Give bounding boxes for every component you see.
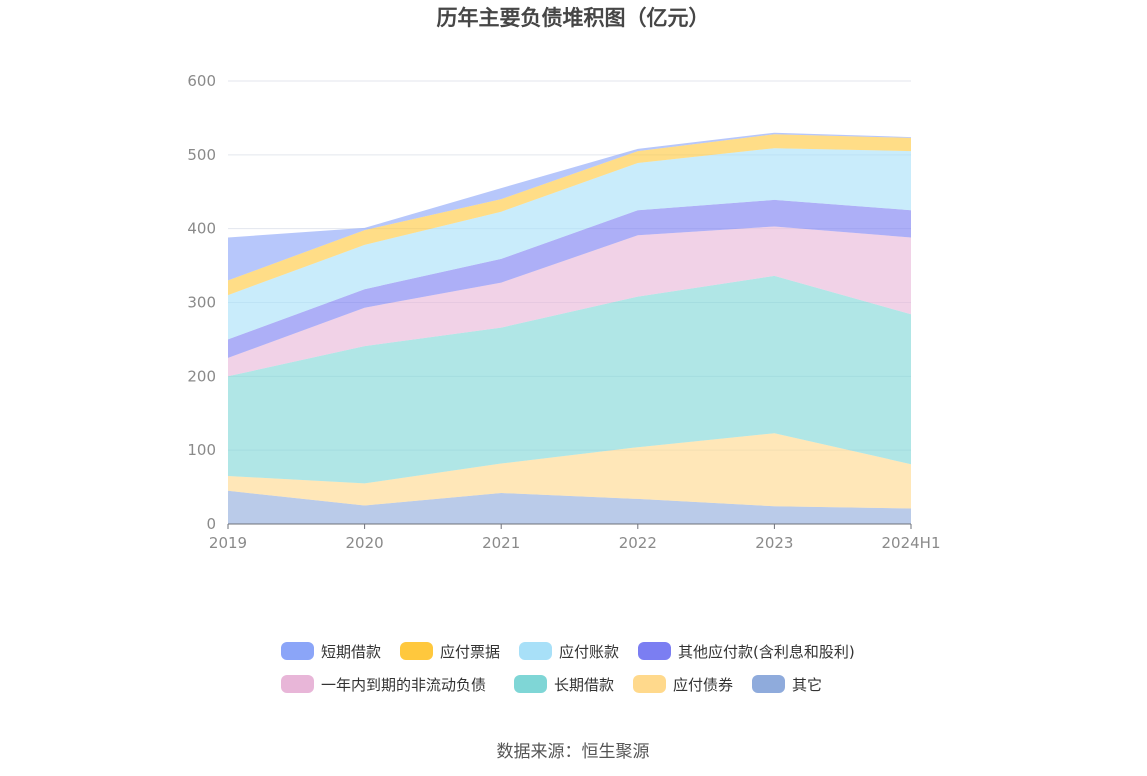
legend-swatch [752, 675, 785, 693]
legend-label: 应付账款 [559, 643, 619, 661]
area-其他应付款(含利息和股利) [228, 199, 911, 358]
legend-label: 其它 [792, 676, 822, 694]
legend-item[interactable]: 其它 [752, 675, 822, 694]
legend: 短期借款 应付票据 应付账款 其他应付款(含利息和股利) 一年内到期的非流动负债 长期借款… [281, 642, 855, 694]
area-长期借款 [228, 275, 911, 484]
legend-item[interactable]: 短期借款 [281, 642, 381, 661]
legend-swatch [633, 675, 666, 693]
x-tick-label: 2022 [619, 534, 657, 552]
x-tick-label: 2021 [482, 534, 520, 552]
legend-label: 应付债券 [673, 676, 733, 694]
y-tick-label: 100 [187, 441, 216, 459]
legend-item[interactable]: 应付票据 [400, 642, 500, 661]
x-tick-label: 2019 [209, 534, 247, 552]
legend-swatch [400, 642, 433, 660]
area-其它 [228, 490, 911, 524]
chart-title: 历年主要负债堆积图（亿元） [437, 6, 710, 30]
legend-label: 其他应付款(含利息和股利) [678, 643, 855, 661]
axes: 2019 2020 2021 2022 2023 2024H1 [209, 523, 941, 552]
x-tick-label: 2020 [346, 534, 384, 552]
legend-swatch [519, 642, 552, 660]
legend-label: 长期借款 [554, 676, 614, 694]
y-tick-label: 500 [187, 146, 216, 164]
legend-label: 应付票据 [440, 643, 500, 661]
area-series [228, 132, 911, 524]
area-应付债券 [228, 433, 911, 509]
x-tick-label: 2024H1 [882, 534, 941, 552]
legend-label: 短期借款 [321, 643, 381, 661]
legend-swatch [281, 675, 314, 693]
y-tick-label: 600 [187, 72, 216, 90]
area-一年内到期的非流动负债 [228, 226, 911, 377]
legend-item[interactable]: 其他应付款(含利息和股利) [638, 642, 855, 661]
legend-swatch [281, 642, 314, 660]
legend-swatch [514, 675, 547, 693]
x-tick-label: 2023 [755, 534, 793, 552]
area-应付账款 [228, 148, 911, 340]
legend-item[interactable]: 应付账款 [519, 642, 619, 661]
legend-label: 一年内到期的非流动负债 [321, 676, 486, 694]
legend-item[interactable]: 一年内到期的非流动负债 [281, 675, 486, 694]
y-tick-label: 0 [206, 515, 216, 533]
legend-swatch [638, 642, 671, 660]
y-tick-label: 200 [187, 367, 216, 385]
legend-item[interactable]: 长期借款 [514, 675, 614, 694]
y-tick-label: 400 [187, 220, 216, 238]
legend-item[interactable]: 应付债券 [633, 675, 733, 694]
y-tick-label: 300 [187, 294, 216, 312]
data-source-note: 数据来源：恒生聚源 [497, 742, 650, 762]
